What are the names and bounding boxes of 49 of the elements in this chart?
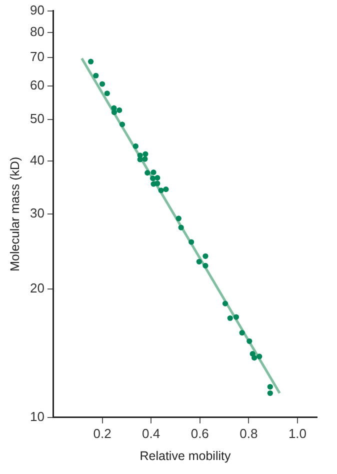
point [256, 354, 262, 360]
point [222, 300, 228, 306]
point [154, 175, 160, 181]
y-tick-label: 40 [30, 152, 44, 168]
x-tick-label: 0.6 [190, 426, 209, 441]
point [111, 110, 118, 116]
point [202, 262, 208, 268]
x-tick-label: 0.2 [93, 426, 112, 441]
point [132, 143, 138, 149]
point [163, 186, 169, 192]
point [144, 170, 150, 176]
point [227, 315, 233, 321]
point [158, 188, 164, 194]
y-tick-label: 10 [30, 408, 44, 424]
y-tick-label: 20 [30, 280, 44, 296]
point [239, 330, 245, 336]
point [267, 384, 273, 390]
x-tick-label: 1.0 [288, 426, 307, 441]
point [188, 239, 194, 245]
point [176, 216, 182, 222]
point [267, 390, 273, 396]
point [150, 170, 156, 176]
y-tick-label: 30 [30, 206, 44, 221]
point [93, 72, 99, 78]
point [178, 224, 184, 230]
y-tick-label: 80 [30, 24, 44, 40]
y-axis-title: Molecular mass (kD) [8, 156, 22, 272]
point [202, 253, 208, 259]
point [142, 151, 148, 157]
point [88, 58, 94, 64]
point [99, 81, 106, 87]
point [150, 176, 156, 182]
point [233, 314, 240, 320]
point [142, 156, 148, 162]
x-tick-label: 0.4 [142, 426, 160, 441]
point [116, 107, 122, 113]
x-tick-label: 0.8 [240, 426, 258, 441]
point [246, 338, 252, 344]
point [196, 258, 202, 264]
point [137, 156, 143, 162]
point [251, 355, 258, 361]
point [154, 180, 160, 186]
y-tick-label: 90 [30, 2, 44, 18]
y-tick-label: 70 [30, 48, 44, 64]
y-tick-label: 50 [30, 111, 44, 126]
y-tick-label: 60 [30, 77, 44, 92]
point [104, 90, 110, 96]
point [119, 122, 126, 128]
x-axis-title: Relative mobility [140, 448, 232, 463]
